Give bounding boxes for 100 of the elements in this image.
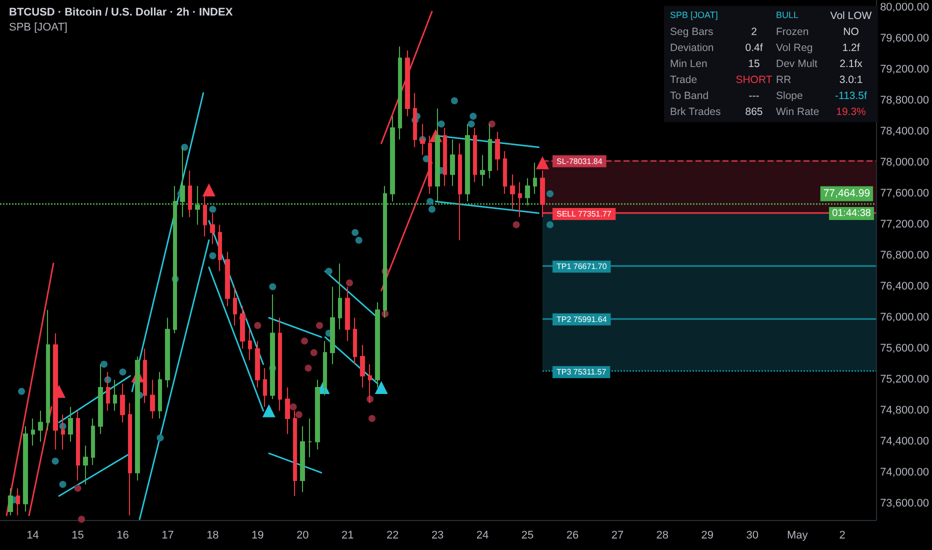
y-tick-label: 78,400.00 [880,126,929,138]
ref-line-label: TP2 75991.64 [556,314,608,324]
annotation: SHORT [734,74,774,86]
annotation: 15 [747,58,761,70]
ref-line-label: SELL 77351.77 [556,209,612,218]
candlestick [16,488,20,516]
candlestick [218,224,222,272]
annotation: Min Len [670,58,708,70]
candlestick [23,426,28,512]
annotation: Win Rate [776,106,820,118]
candlestick [293,410,297,496]
annotation: Seg Bars [670,26,714,38]
candlestick [308,418,312,458]
candlestick [495,131,500,171]
candlestick [120,383,125,423]
annotation: Dev Mult [776,58,818,70]
x-tick-label: 18 [206,530,219,542]
ref-line-label: SL-78031.84 [556,156,603,166]
y-tick-label: 77,600.00 [880,188,929,200]
annotation: Vol Reg [776,42,814,54]
y-tick-label: 74,000.00 [880,466,929,479]
candlestick [278,317,282,412]
candlestick [300,426,305,493]
candlestick [263,368,267,408]
ref-line-label: TP3 75311.57 [556,368,607,377]
candlestick [31,418,35,446]
candlestick [510,174,515,210]
annotation: To Band [670,90,710,102]
candlestick [488,123,492,179]
annotation: Deviation [670,42,715,54]
candlestick [91,418,95,466]
annotation: 3.0:1 [838,74,864,86]
candlestick [398,46,402,140]
annotation: 01:44:38 [829,207,874,220]
y-tick-label: 78,000.00 [880,156,929,169]
annotation: 865 [744,106,764,118]
annotation: SPB [JOAT] [670,10,719,22]
candlestick [210,212,215,245]
x-tick-label: 2 [839,530,846,542]
ref-line-label: 77,464.99 [823,188,870,200]
y-tick-label: 78,800.00 [880,94,929,107]
candlestick [98,364,103,434]
annotation: 0.4f [744,42,764,54]
x-tick-label: 30 [746,530,759,542]
candlestick [165,317,170,388]
candlestick [345,286,350,342]
candlestick [435,108,440,202]
candlestick [450,138,455,186]
y-tick-label: 74,800.00 [880,404,929,417]
annotation: Frozen [776,26,810,38]
candlestick [503,150,507,194]
candlestick [458,142,462,241]
candlestick [135,356,140,481]
annotation: 19.3% [835,106,867,118]
candlestick [233,286,237,326]
x-tick-label: 17 [162,530,174,542]
candlestick [83,445,88,485]
x-tick-label: 23 [431,530,444,542]
x-tick-label: 16 [116,530,129,542]
y-tick-label: 76,000.00 [880,312,929,324]
candlestick [518,182,522,218]
candlestick [240,306,245,350]
candlestick [255,340,260,388]
candlestick [248,328,252,361]
y-tick-label: 76,800.00 [880,250,929,262]
candlestick [353,317,357,365]
candlestick [338,262,342,330]
y-tick-label: 73,600.00 [880,498,929,510]
annotation: RR [776,74,792,86]
x-tick-label: 14 [26,530,39,542]
y-tick-label: 75,600.00 [880,342,929,355]
x-tick-label: 25 [521,530,534,542]
x-tick-label: 21 [341,530,354,542]
text: BTCUSD · Bitcoin / U.S. Dollar · 2h · INDEX [9,6,234,18]
annotation: Brk Trades [670,106,722,118]
annotation: Vol LOW [830,10,872,22]
annotation: NO [842,26,860,38]
x-tick-label: 29 [701,530,714,542]
candlestick [473,127,477,183]
candlestick [390,116,395,202]
annotation: 1.2f [841,42,861,54]
annotation: --- [748,90,760,102]
text: SPB [JOAT] [9,22,68,34]
candlestick [360,344,365,388]
candlestick [480,154,485,186]
annotation: 2 [750,26,758,38]
candlestick [285,386,290,434]
annotation: 2.1fx [838,58,864,70]
annotation: Slope [776,90,804,102]
candlestick [38,410,43,442]
y-tick-label: 75,200.00 [880,374,929,386]
x-tick-label: 28 [656,530,669,542]
candlestick [128,402,132,516]
candlestick [465,123,470,202]
candlestick [420,123,425,156]
y-tick-label: 76,400.00 [880,280,929,293]
y-tick-label: 80,000.00 [880,2,929,14]
candlestick [225,251,230,307]
candlestick [46,309,50,431]
candlestick [113,379,117,412]
